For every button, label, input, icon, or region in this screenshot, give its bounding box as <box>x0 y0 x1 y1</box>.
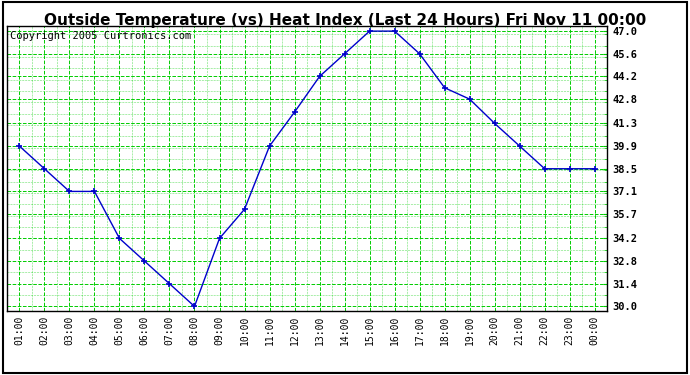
Text: Copyright 2005 Curtronics.com: Copyright 2005 Curtronics.com <box>10 30 191 40</box>
Text: Outside Temperature (vs) Heat Index (Last 24 Hours) Fri Nov 11 00:00: Outside Temperature (vs) Heat Index (Las… <box>44 13 646 28</box>
